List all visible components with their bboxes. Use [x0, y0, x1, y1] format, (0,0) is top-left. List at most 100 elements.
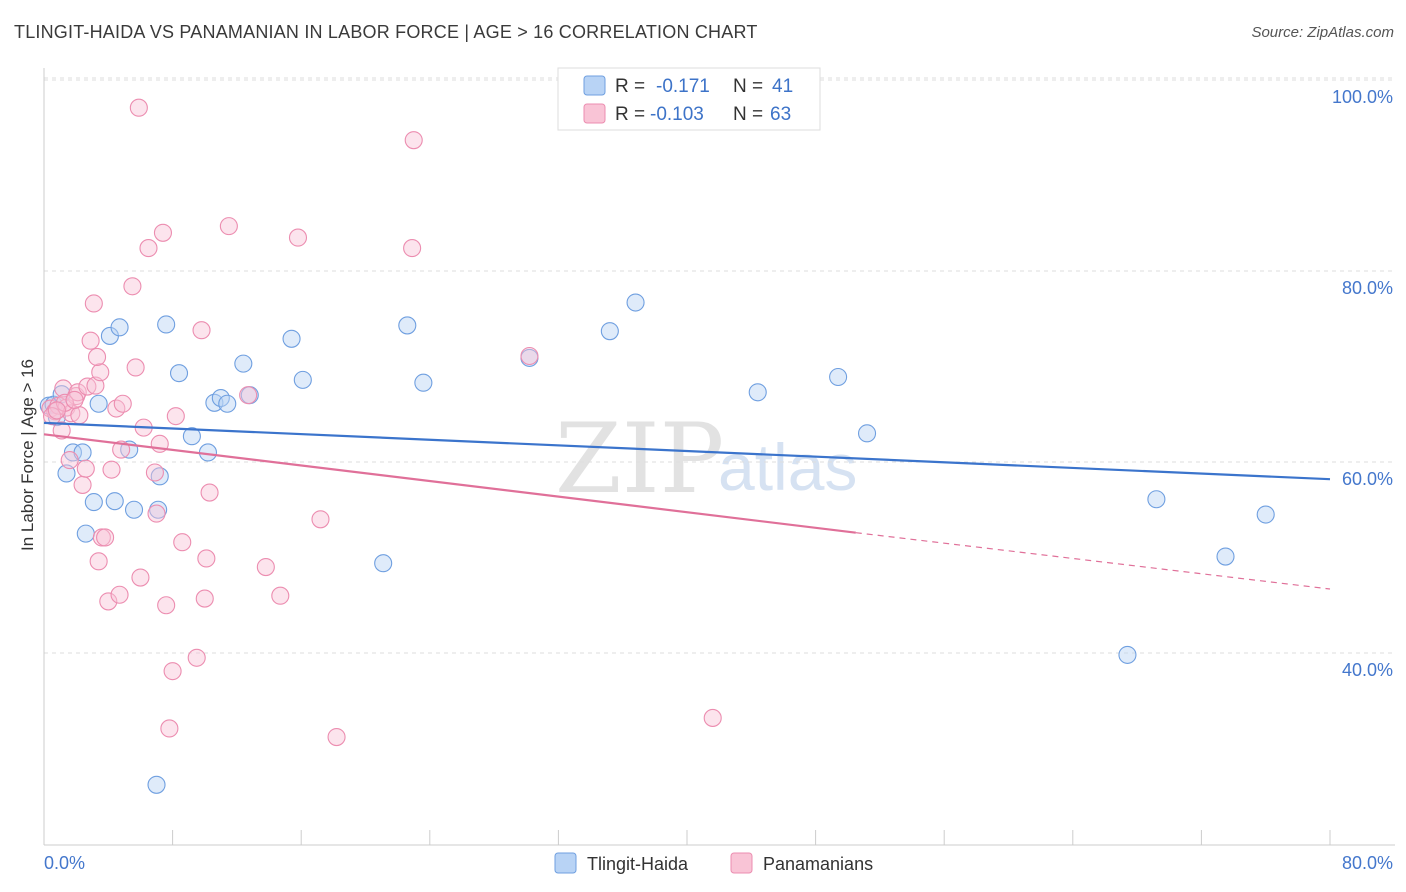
panamanians-point: [126, 358, 145, 377]
panamanians-point: [112, 440, 131, 459]
watermark-zip: ZIP: [555, 403, 724, 515]
tlingit-haida-point: [105, 492, 124, 511]
tlingit-haida-point: [398, 316, 417, 335]
panamanians-point: [166, 407, 185, 426]
x-tick-label: 80.0%: [1342, 853, 1393, 873]
tlingit-haida-point: [218, 394, 237, 413]
legend-r-label-1: R =: [615, 76, 645, 97]
tlingit-haida-point: [157, 315, 176, 334]
legend-r-value-1: -0.171: [656, 76, 710, 97]
panamanians-point: [87, 347, 107, 367]
panamanians-point: [271, 586, 290, 605]
panamanians-point: [163, 662, 182, 681]
panamanians-point: [192, 321, 211, 340]
trend-line-panamanians-extension: [855, 532, 1331, 590]
legend-n-label-1: N =: [733, 76, 763, 97]
tlingit-haida-point: [293, 370, 312, 389]
panamanians-point: [200, 483, 219, 502]
tlingit-haida-point: [110, 318, 129, 337]
tlingit-haida-point: [84, 493, 103, 512]
panamanians-point: [327, 727, 346, 747]
legend-swatch-blue: [583, 75, 606, 96]
tlingit-haida-point: [857, 424, 877, 443]
tlingit-haida-point: [829, 367, 848, 387]
tlingit-haida-point: [1147, 490, 1166, 509]
y-tick-label: 100.0%: [1332, 87, 1393, 107]
panamanians-point: [91, 363, 110, 382]
panamanians-point: [65, 390, 84, 409]
panamanians-point: [153, 223, 173, 242]
panamanians-point: [173, 533, 192, 552]
legend-n-label-2: N =: [733, 104, 763, 125]
tlingit-haida-point: [282, 329, 301, 348]
tlingit-haida-point: [234, 354, 253, 373]
legend-n-value-2: 63: [770, 104, 791, 125]
panamanians-point: [89, 552, 108, 571]
tlingit-haida-point: [124, 500, 144, 519]
tick-labels: 40.0% 60.0% 80.0% 100.0% 0.0% 80.0%: [44, 87, 1393, 873]
panamanians-point: [147, 504, 166, 523]
watermark-atlas: atlas: [718, 430, 857, 504]
bottom-legend: Tlingit-Haida Panamanians: [554, 852, 873, 874]
tlingit-haida-point: [182, 427, 201, 446]
x-tick-label: 0.0%: [44, 853, 85, 873]
trend-line-panamanians: [43, 433, 856, 534]
tlingit-haida-point: [1256, 505, 1275, 524]
panamanians-point: [187, 648, 206, 667]
panamanians-point: [70, 406, 89, 425]
y-tick-label: 80.0%: [1342, 278, 1393, 298]
panamanians-point: [42, 407, 62, 426]
tlingit-haida-point: [748, 383, 767, 402]
tlingit-haida-point: [626, 293, 645, 312]
panamanians-point: [311, 510, 330, 529]
panamanians-point: [403, 239, 422, 258]
chart-title: TLINGIT-HAIDA VS PANAMANIAN IN LABOR FOR…: [14, 22, 758, 42]
tlingit-haida-point: [57, 464, 76, 483]
legend-swatch-pink: [583, 103, 606, 124]
panamanians-point: [145, 463, 164, 482]
panamanians-point: [157, 596, 176, 615]
panamanians-point: [96, 528, 115, 547]
panamanians-point: [123, 277, 142, 296]
panamanians-point: [520, 346, 539, 366]
panamanians-point: [239, 386, 258, 405]
trend-line-tlingit-haida: [43, 421, 1331, 481]
y-axis-title: In Labor Force | Age > 16: [18, 359, 37, 551]
tlingit-haida-point: [169, 364, 189, 383]
panamanians-point: [131, 568, 150, 587]
panamanians-point: [76, 459, 95, 478]
panamanians-point: [110, 585, 129, 604]
tlingit-haida-point: [374, 554, 393, 573]
panamanians-point: [404, 131, 423, 150]
legend-r-label-2: R =: [615, 104, 645, 125]
bottom-legend-label-2: Panamanians: [763, 854, 873, 874]
panamanians-point: [219, 217, 238, 236]
panamanians-point: [73, 475, 92, 494]
axes: [43, 68, 1395, 846]
y-tick-label: 40.0%: [1342, 660, 1393, 680]
tlingit-haida-point: [414, 373, 433, 392]
panamanians-point: [160, 719, 179, 738]
tlingit-haida-point: [1216, 547, 1235, 566]
panamanians-point: [84, 294, 103, 313]
legend: R = -0.171 N = 41 R = -0.103 N = 63: [557, 67, 821, 131]
tlingit-haida-point: [147, 775, 166, 794]
panamanians-point: [129, 98, 148, 117]
panamanians-point: [197, 549, 216, 568]
panamanians-point: [52, 421, 71, 440]
y-tick-label: 60.0%: [1342, 469, 1393, 489]
panamanians-point: [60, 451, 79, 470]
panamanians-point: [113, 394, 132, 413]
panamanians-point: [195, 589, 214, 608]
tlingit-haida-point: [76, 524, 95, 543]
legend-r-value-2: -0.103: [650, 104, 704, 125]
source-label: Source: ZipAtlas.com: [1251, 24, 1394, 41]
panamanians-point: [256, 557, 275, 577]
trend-lines: [43, 421, 1331, 590]
series-panamanians: [41, 98, 722, 747]
series-tlingit-haida: [39, 293, 1275, 794]
bottom-legend-swatch-pink: [730, 852, 753, 874]
tlingit-haida-point: [1118, 645, 1137, 664]
panamanians-point: [81, 331, 100, 350]
